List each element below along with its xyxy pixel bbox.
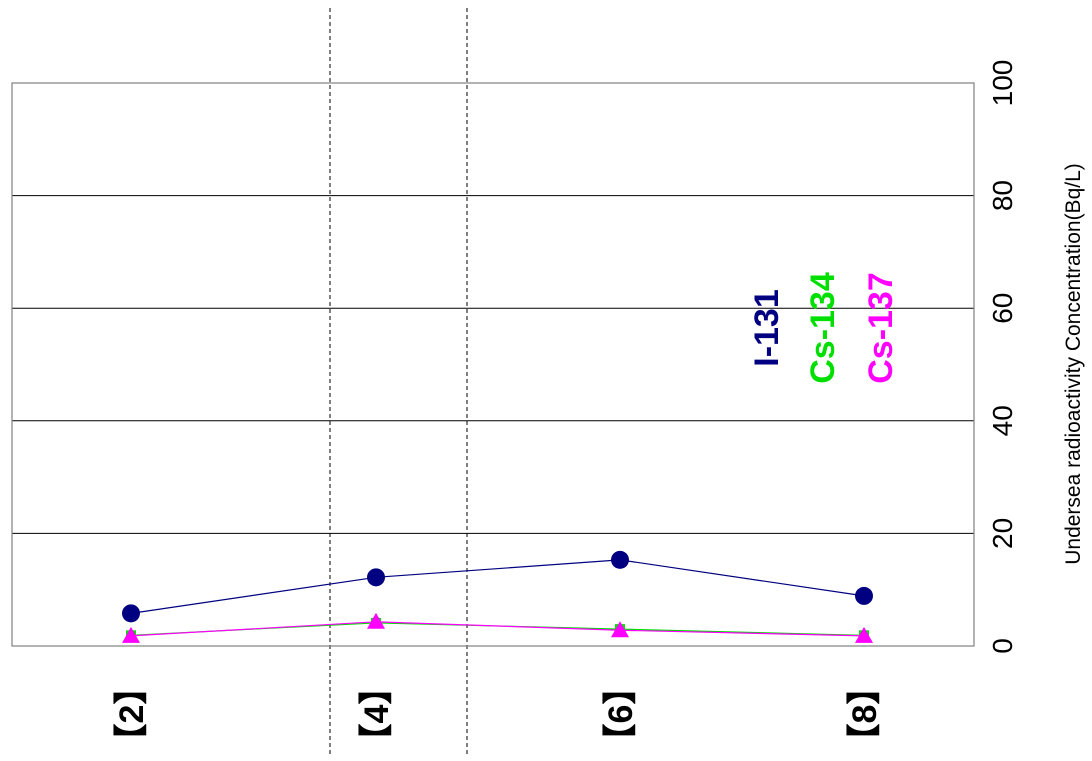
- legend-entry: Cs-134: [804, 272, 842, 384]
- series-line: [130, 559, 865, 614]
- data-point: [611, 621, 629, 638]
- y-tick-label: 60: [987, 293, 1018, 324]
- category-label: 【6】: [602, 671, 640, 758]
- grid-lines: [12, 195, 974, 534]
- data-point: [367, 612, 385, 629]
- category-separators: [329, 8, 468, 756]
- legend-entry: Cs-137: [862, 272, 900, 384]
- y-tick-label: 100: [987, 60, 1018, 107]
- data-point: [855, 626, 873, 643]
- category-label: 【2】: [113, 671, 151, 758]
- y-tick-label: 80: [987, 180, 1018, 211]
- data-point: [122, 626, 140, 643]
- y-tick-label: 20: [987, 518, 1018, 549]
- category-label: 【8】: [846, 671, 884, 758]
- plot-area: [11, 82, 975, 647]
- legend: I-131 Cs-134 Cs-137: [748, 272, 900, 384]
- series-line: [130, 621, 865, 637]
- legend-entry: I-131: [748, 289, 786, 367]
- category-label: 【4】: [358, 671, 396, 758]
- data-point: [611, 550, 629, 569]
- y-axis-ticks: 0 20 40 60 80 100: [987, 60, 1018, 654]
- data-point: [122, 604, 140, 623]
- y-tick-label: 40: [987, 405, 1018, 436]
- data-point: [367, 568, 385, 587]
- y-tick-label: 0: [987, 638, 1018, 654]
- series-layer: [122, 550, 873, 643]
- data-point: [855, 586, 873, 605]
- y-axis-label: Undersea radioactivity Concentration(Bq/…: [1062, 163, 1085, 565]
- category-labels: 【2】 【4】 【6】 【8】: [113, 671, 884, 758]
